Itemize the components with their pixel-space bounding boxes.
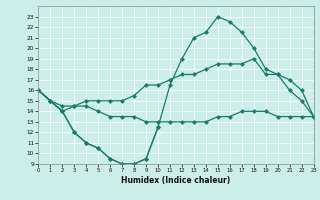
X-axis label: Humidex (Indice chaleur): Humidex (Indice chaleur) [121,176,231,185]
